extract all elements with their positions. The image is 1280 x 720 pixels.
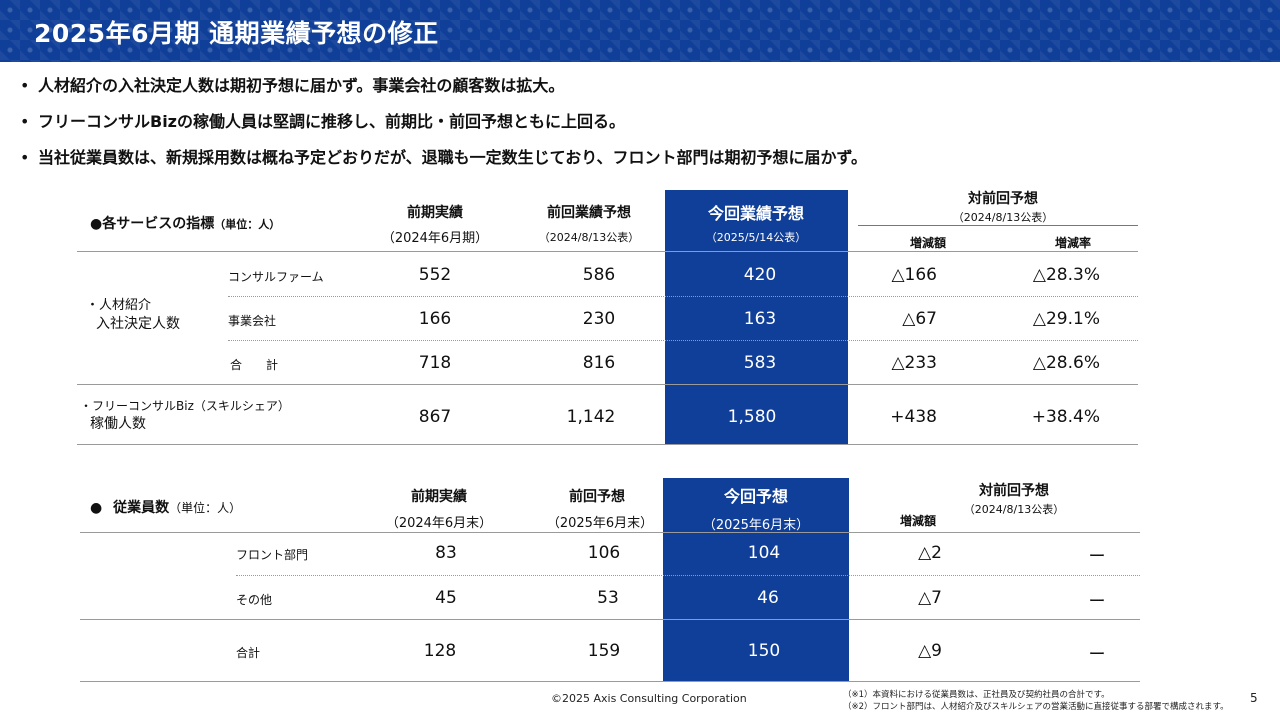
t2-cell-rate: ー: [1088, 547, 1106, 567]
t2-col-prev-actual: 前期実績: [411, 489, 467, 505]
t1-group-divider: [77, 384, 1138, 385]
t1-cell-fcst: 1,142: [566, 407, 616, 427]
t1-cell-fcst: 816: [582, 353, 616, 373]
page-number: 5: [1250, 691, 1258, 705]
t1-bottom-line: [77, 444, 1138, 445]
t1-header-line: [77, 251, 1138, 252]
t2-row-label: 合計: [236, 646, 261, 660]
t1-col-rate: 増減率: [1054, 236, 1092, 250]
bullet-item: 人材紹介の入社決定人数は期初予想に届かず。事業会社の顧客数は拡大。: [20, 74, 867, 110]
t2-col-prev-actual-sub: （2024年6月末）: [385, 516, 493, 531]
t1-col-diff: 増減額: [909, 236, 947, 250]
t2-cell-cur: 150: [747, 641, 781, 661]
t1-biz-line1: ・フリーコンサルBiz（スキルシェア）: [80, 399, 290, 413]
t1-biz-line2: 稼働人数: [90, 416, 146, 432]
t1-row-label: 事業会社: [228, 314, 277, 328]
t2-cell-fcst: 159: [587, 641, 621, 661]
t2-col-vs: 対前回予想: [979, 483, 1049, 499]
t2-bottom-line: [80, 681, 1140, 682]
t1-col-current: 今回業績予想: [707, 204, 805, 223]
t1-cell-diff: △67: [902, 309, 937, 329]
t2-row-divider-solid: [80, 619, 1140, 620]
t1-cell-cur: 420: [743, 265, 777, 285]
t1-cell-prev: 166: [418, 309, 452, 329]
t2-col-diff: 増減額: [899, 514, 937, 528]
t1-cell-fcst: 230: [582, 309, 616, 329]
t1-cell-rate: △29.1%: [1032, 309, 1100, 329]
footnote-2: （※2）フロント部門は、人材紹介及びスキルシェアの営業活動に直接従事する部署で構…: [843, 702, 1229, 712]
t1-cell-cur: 1,580: [727, 407, 777, 427]
t1-cell-prev: 552: [418, 265, 452, 285]
table1-unit: （単位：人）: [214, 218, 281, 231]
t1-col-prev-forecast-sub: （2024/8/13公表）: [538, 231, 640, 244]
table2-title: ● 従業員数（単位：人）: [90, 497, 241, 517]
t1-col-vs-sub: （2024/8/13公表）: [952, 211, 1054, 224]
t1-group-line2: 入社決定人数: [96, 316, 180, 332]
table2-bullet: ●: [90, 500, 103, 516]
table1-title: ●各サービスの指標（単位：人）: [90, 213, 280, 233]
t2-cell-diff: △7: [918, 588, 942, 608]
page-title: 2025年6月期 通期業績予想の修正: [34, 19, 439, 48]
t2-col-current: 今回予想: [723, 487, 789, 506]
t1-cell-cur: 163: [743, 309, 777, 329]
footnote-1: （※1）本資料における従業員数は、正社員及び契約社員の合計です。: [843, 690, 1110, 700]
t2-row-label: フロント部門: [236, 548, 309, 562]
t2-col-prev-forecast-sub: （2025年6月末）: [546, 516, 654, 531]
t2-cell-prev: 128: [423, 641, 457, 661]
t1-cell-cur: 583: [743, 353, 777, 373]
t1-cell-prev: 718: [418, 353, 452, 373]
t1-col-prev-actual: 前期実績: [407, 205, 463, 221]
t2-cell-diff: △9: [918, 641, 942, 661]
summary-bullets: 人材紹介の入社決定人数は期初予想に届かず。事業会社の顧客数は拡大。 フリーコンサ…: [20, 74, 867, 182]
t2-cell-rate: ー: [1088, 592, 1106, 612]
t1-group-label: ・人材紹介 入社決定人数: [86, 297, 180, 333]
current-forecast-highlight-2: [663, 478, 849, 681]
t2-row-label: その他: [236, 593, 273, 607]
t1-cell-rate: △28.3%: [1032, 265, 1100, 285]
t2-cell-prev: 45: [435, 588, 457, 608]
bullet-item: フリーコンサルBizの稼働人員は堅調に推移し、前期比・前回予想ともに上回る。: [20, 110, 867, 146]
t2-cell-fcst: 53: [597, 588, 619, 608]
t1-row-divider: [228, 296, 1138, 297]
t2-col-vs-sub: （2024/8/13公表）: [963, 503, 1065, 516]
t2-cell-cur: 46: [757, 588, 779, 608]
t2-cell-cur: 104: [747, 543, 781, 563]
current-forecast-highlight: [665, 190, 848, 445]
bullet-item: 当社従業員数は、新規採用数は概ね予定どおりだが、退職も一定数生じており、フロント…: [20, 146, 867, 182]
t2-header-line: [80, 532, 1140, 533]
t2-cell-diff: △2: [918, 543, 942, 563]
t2-row-divider: [236, 575, 1140, 576]
table2-title-text: 従業員数: [113, 500, 170, 516]
t1-col-current-sub: （2025/5/14公表）: [705, 231, 807, 244]
table2-unit: （単位：人）: [169, 501, 242, 515]
t2-cell-prev: 83: [435, 543, 457, 563]
t2-cell-fcst: 106: [587, 543, 621, 563]
t1-row-label: 合 計: [230, 358, 279, 372]
t1-row-divider: [228, 340, 1138, 341]
t1-row-label: コンサルファーム: [228, 270, 324, 284]
t1-col-prev-forecast: 前回業績予想: [547, 205, 631, 221]
t2-cell-rate: ー: [1088, 645, 1106, 665]
copyright: ©2025 Axis Consulting Corporation: [551, 692, 747, 705]
header-banner: 2025年6月期 通期業績予想の修正: [0, 0, 1280, 62]
t1-cell-rate: +38.4%: [1031, 407, 1100, 427]
t1-cell-fcst: 586: [582, 265, 616, 285]
table1-title-text: ●各サービスの指標: [90, 216, 215, 232]
t2-col-prev-forecast: 前回予想: [569, 489, 625, 505]
t1-cell-prev: 867: [418, 407, 452, 427]
t1-biz-label: ・フリーコンサルBiz（スキルシェア） 稼働人数: [80, 397, 290, 433]
t1-cell-diff: +438: [890, 407, 937, 427]
t1-cell-diff: △233: [891, 353, 937, 373]
t1-cell-rate: △28.6%: [1032, 353, 1100, 373]
t1-vs-divider: [858, 225, 1138, 226]
t1-cell-diff: △166: [891, 265, 937, 285]
t1-group-line1: ・人材紹介: [86, 298, 152, 313]
t1-col-prev-actual-sub: （2024年6月期）: [381, 231, 489, 246]
t1-col-vs: 対前回予想: [968, 191, 1038, 207]
t2-col-current-sub: （2025年6月末）: [702, 518, 810, 533]
